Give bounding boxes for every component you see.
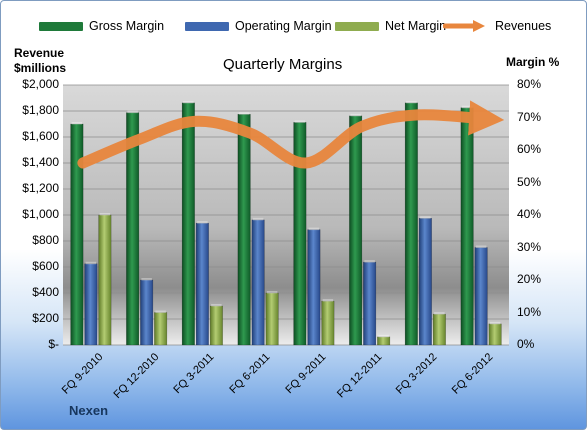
legend-net-margin: Net Margin [335, 18, 446, 34]
legend-label-net: Net Margin [385, 19, 447, 33]
legend-label-revenues: Revenues [495, 19, 552, 33]
legend-swatch-operating [185, 21, 229, 31]
bar-net-margin-top [99, 213, 111, 216]
bar-net-margin [432, 313, 446, 346]
bar-net-margin-top [211, 304, 222, 307]
y2-tick-label: 0% [517, 337, 535, 351]
bar-gross-margin [460, 107, 474, 346]
chart-title: Quarterly Margins [223, 56, 343, 73]
bar-net-margin-top [266, 291, 278, 294]
y-tick-label: $600 [32, 259, 59, 273]
y2-tick-label: 50% [517, 174, 542, 189]
bar-gross-margin [404, 102, 418, 346]
bar-gross-margin [181, 102, 195, 346]
company-label: Nexen [69, 403, 109, 418]
y-tick-label: $1,800 [22, 103, 59, 117]
bar-net-margin-top [155, 310, 166, 313]
bar-net-margin [488, 323, 502, 346]
revenue-line [77, 100, 505, 169]
bar-operating-margin [474, 247, 488, 346]
bar-net-margin-top [489, 321, 501, 325]
bar-operating-margin-top [475, 245, 487, 248]
bar-net-margin [154, 312, 168, 346]
y2-tick-label: 20% [517, 272, 542, 286]
y-tick-label: $1,400 [22, 155, 59, 169]
bar-operating-margin [418, 218, 432, 346]
y2-tick-label: 40% [517, 207, 542, 221]
bar-gross-margin [293, 122, 307, 346]
bar-operating-margin [140, 279, 154, 346]
legend-gross-margin: Gross Margin [39, 18, 164, 34]
y-tick-label: $- [48, 337, 59, 351]
y-tick-label: $400 [32, 285, 59, 299]
legend-label-operating: Operating Margin [235, 19, 332, 33]
bar-operating-margin [307, 229, 321, 346]
legend-swatch-gross [39, 21, 83, 31]
bar-net-margin-top [378, 334, 389, 338]
y-tick-label: $200 [32, 311, 59, 325]
bar-operating-margin-top [364, 260, 375, 263]
y2-axis-title: Margin % [506, 55, 560, 69]
bar-net-margin [265, 292, 279, 346]
bar-operating-margin-top [420, 216, 431, 219]
bar-net-margin [98, 214, 112, 346]
bar-operating-margin-top [252, 217, 264, 221]
y2-tick-label: 60% [517, 142, 542, 156]
bar-gross-margin [237, 114, 251, 346]
bar-operating-margin-top [308, 227, 320, 231]
bar-operating-margin-top [85, 261, 97, 265]
bar-net-margin [321, 300, 335, 346]
legend-operating-margin: Operating Margin [185, 18, 332, 34]
y2-tick-label: 10% [517, 304, 542, 319]
bar-gross-margin [126, 112, 140, 346]
y-tick-label: $800 [32, 233, 59, 247]
bar-gross-margin-top [461, 105, 473, 109]
bar-operating-margin [363, 261, 377, 346]
bar-gross-margin-top [350, 113, 361, 117]
bar-gross-margin-top [238, 112, 250, 115]
bar-net-margin [209, 305, 223, 346]
bar-marks [70, 100, 502, 346]
bar-gross-margin-top [127, 110, 138, 114]
bar-gross-margin-top [406, 100, 417, 104]
revenue-line-path [77, 100, 505, 169]
bar-net-margin [377, 336, 391, 346]
legend-revenues: Revenues [443, 18, 551, 34]
bar-operating-margin [251, 219, 265, 346]
bar-gross-margin [349, 115, 363, 346]
y-tick-label: $1,200 [22, 181, 59, 195]
y-tick-label: $2,000 [22, 77, 59, 91]
y2-tick-label: 80% [517, 77, 542, 91]
bar-operating-margin-top [141, 278, 152, 281]
bar-net-margin-top [322, 299, 334, 302]
y-tick-label: $1,600 [22, 129, 59, 143]
bar-gross-margin [70, 123, 84, 346]
bar-net-margin-top [434, 312, 445, 315]
bar-gross-margin-top [183, 100, 194, 104]
y2-tick-label: 70% [517, 109, 542, 124]
bar-gross-margin-top [71, 122, 83, 125]
bar-operating-margin-top [197, 221, 208, 224]
y-axis-title: Revenue $millions [14, 46, 67, 75]
legend-swatch-net [335, 21, 379, 31]
y-tick-label: $1,000 [22, 207, 59, 221]
y2-tick-label: 30% [517, 239, 542, 254]
bar-operating-margin [195, 222, 209, 346]
bar-gross-margin-top [294, 120, 306, 123]
legend-arrow-icon [443, 20, 485, 32]
bar-operating-margin [84, 263, 98, 346]
legend-label-gross: Gross Margin [89, 19, 165, 33]
